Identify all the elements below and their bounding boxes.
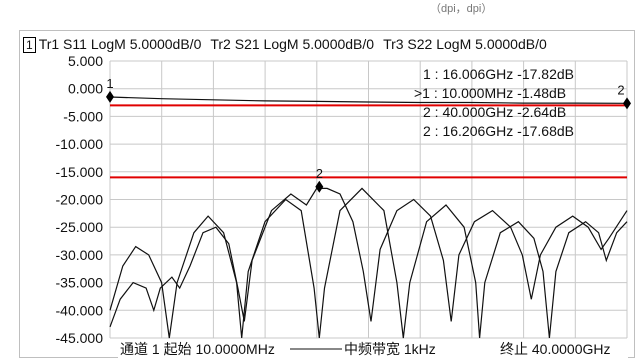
y-axis-ticks: 5.000 0.000 -5.000 -10.000 -15.000 -20.000 -25… — [56, 53, 104, 346]
trace-1-line — [109, 96, 628, 104]
y-tick-label: -40.000 — [56, 302, 104, 318]
partial-caption: （dpi，dpi） — [430, 3, 493, 15]
y-tick-label: 5.000 — [68, 53, 103, 69]
marker-1-icon[interactable] — [106, 90, 114, 103]
y-tick-label: -15.000 — [56, 164, 104, 180]
trace-label-tr1[interactable]: Tr1 S11 LogM 5.0000dB/0 — [38, 36, 202, 52]
marker-2-label: 2 — [316, 166, 323, 181]
trace-3-line — [109, 187, 628, 328]
grid — [109, 60, 628, 339]
y-tick-label: 0.000 — [68, 81, 103, 97]
y-tick-label: -35.000 — [56, 275, 104, 291]
y-tick-label: -10.000 — [56, 136, 104, 152]
y-tick-label: -20.000 — [56, 192, 104, 208]
trace-header: 1 Tr1 S11 LogM 5.0000dB/0 Tr2 S21 LogM 5.0… — [23, 36, 556, 53]
trace-2-line — [109, 187, 628, 339]
y-tick-label: -30.000 — [56, 247, 104, 263]
footer: 通道 1 起始 10.0000MHz 中频带宽 1kHz 终止 40.0000G… — [118, 340, 628, 358]
marker-2-icon[interactable] — [315, 180, 324, 193]
marker-3-icon[interactable] — [623, 97, 631, 110]
y-tick-label: -45.000 — [56, 330, 104, 346]
marker-1-label: 1 — [106, 76, 113, 91]
footer-stop: 终止 40.0000GHz — [500, 341, 611, 357]
marker-row-2: >1 : 10.000MHz -1.48dB — [414, 85, 566, 101]
marker-3-label: 2 — [617, 82, 624, 97]
footer-start: 通道 1 起始 10.0000MHz — [120, 341, 275, 357]
marker-row-3: 2 : 40.000GHz -2.64dB — [423, 104, 566, 120]
traces — [109, 96, 628, 339]
trace-label-tr3[interactable]: Tr3 S22 LogM 5.0000dB/0 — [383, 36, 547, 52]
markers: 1 2 2 — [106, 76, 631, 193]
y-tick-label: -25.000 — [56, 219, 104, 235]
plot-frame — [19, 30, 635, 358]
limit-lines — [110, 104, 627, 179]
marker-row-1: 1 : 16.006GHz -17.82dB — [423, 66, 574, 82]
window-number[interactable]: 1 — [23, 37, 36, 53]
marker-table: 1 : 16.006GHz -17.82dB >1 : 10.000MHz -1… — [414, 66, 574, 139]
marker-row-4: 2 : 16.206GHz -17.68dB — [423, 123, 574, 139]
footer-ifbw: 中频带宽 1kHz — [344, 341, 436, 357]
trace-label-tr2[interactable]: Tr2 S21 LogM 5.0000dB/0 — [210, 36, 375, 52]
y-tick-label: -5.000 — [63, 108, 103, 124]
